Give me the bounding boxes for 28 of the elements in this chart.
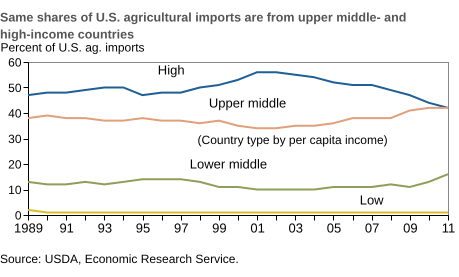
y-tick-label: 50: [8, 81, 22, 95]
x-tick-label: 93: [98, 220, 112, 236]
x-tick-label: 95: [136, 220, 150, 236]
x-tick-label: 11: [442, 220, 456, 236]
y-tick-label: 0: [14, 208, 22, 222]
y-tick-label: 30: [8, 132, 22, 146]
x-tick-label: 01: [250, 220, 265, 236]
y-axis-title: Percent of U.S. ag. imports: [0, 40, 145, 54]
y-tick-label: 10: [8, 183, 22, 197]
series-label: Low: [360, 192, 384, 208]
series-label: High: [158, 62, 185, 78]
x-tick-label: 07: [364, 220, 380, 236]
x-tick-label: 1989: [14, 220, 43, 236]
chart-title: Same shares of U.S. agricultural imports are from upper middle- and high-income countries: [0, 10, 406, 42]
line-series: [27, 173, 449, 190]
x-tick-label: 05: [326, 220, 342, 236]
x-tick-label: 91: [59, 220, 74, 236]
series-label: Lower middle: [190, 156, 268, 172]
x-tick-label: 09: [403, 220, 418, 236]
y-tick-label: 20: [8, 158, 22, 172]
source-note: Source: USDA, Economic Research Service.: [0, 252, 239, 266]
series-label: Upper middle: [208, 95, 286, 110]
annotation: (Country type by per capita income): [198, 133, 388, 148]
y-tick-label: 60: [8, 56, 22, 70]
x-tick-label: 99: [212, 220, 227, 236]
x-tick-label: 97: [174, 220, 188, 236]
y-tick-label: 40: [8, 106, 22, 120]
x-tick-label: 03: [288, 220, 304, 236]
